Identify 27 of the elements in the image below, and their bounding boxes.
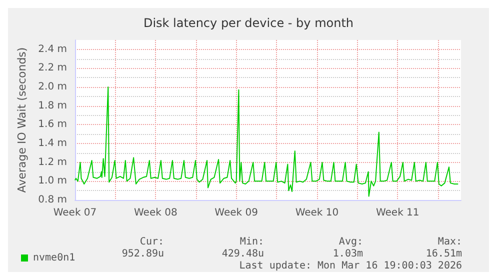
y-tick-label: 2.2 m [38, 62, 67, 74]
text: Avg: [338, 236, 364, 248]
text: 16.51m [426, 248, 462, 260]
y-tick-label: 2.0 m [38, 82, 67, 93]
chart-title: Disk latency per device - by month [143, 16, 354, 30]
y-tick-label: 1.4 m [38, 138, 67, 150]
y-tick-label: 1.6 m [38, 119, 67, 130]
y-tick-label: 1.8 m [38, 100, 67, 112]
text: Min: [240, 236, 264, 248]
x-tick-label: Week 10 [295, 208, 339, 218]
text: Last update: Mon Mar 16 19:00:03 2026 [239, 260, 462, 272]
text: Max: [438, 236, 462, 248]
text: 952.89u [122, 248, 164, 260]
text: 1.03m [332, 248, 364, 260]
x-tick-label: Week 08 [134, 208, 178, 218]
y-tick-label: 1.2 m [38, 156, 67, 168]
x-tick-label: Week 07 [53, 208, 97, 218]
y-tick-label: 1.0 m [38, 176, 67, 187]
legend-label: nvme0n1 [33, 252, 76, 264]
text: Cur: [140, 236, 164, 248]
x-tick-label: Week 09 [214, 208, 258, 218]
y-tick-label: 2.4 m [38, 44, 67, 55]
line-series [74, 86, 459, 197]
y-tick-label: 0.8 m [38, 194, 67, 206]
text: 429.48u [222, 248, 264, 260]
y-axis-title: Average IO Wait (seconds) [15, 47, 28, 193]
x-tick-label: Week 11 [376, 208, 420, 218]
